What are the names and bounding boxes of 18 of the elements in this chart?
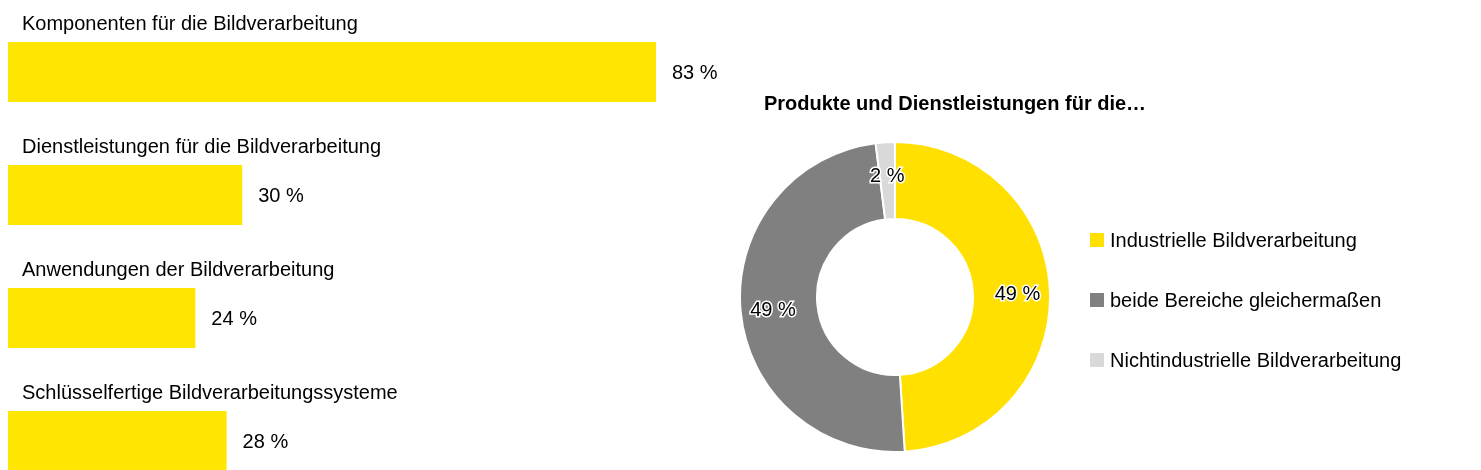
y-tick-label: Komponenten für die Bildverarbeitung [22, 12, 358, 34]
bar [8, 165, 243, 225]
data-label: 24 % [211, 307, 258, 329]
data-label: 83 % [672, 61, 718, 83]
bar [8, 42, 656, 102]
bar [8, 411, 227, 470]
data-label: 49 % [750, 297, 797, 320]
chart-title: Produkte und Dienstleistungen für die… [763, 92, 1147, 114]
y-tick-label: Schlüsselfertige Bildverarbeitungssysteme [22, 381, 398, 403]
legend-label: Industrielle Bildverarbeitung [1110, 229, 1357, 251]
legend-label: Nichtindustrielle Bildverarbeitung [1110, 349, 1402, 371]
data-label: 28 % [242, 430, 289, 452]
data-label: 30 % [258, 184, 305, 206]
legend-label: beide Bereiche gleichermaßen [1110, 289, 1382, 311]
bar [8, 288, 196, 348]
data-label: 49 % [994, 282, 1041, 305]
y-tick-label: Anwendungen der Bildverarbeitung [22, 258, 335, 280]
y-tick-label: Dienstleistungen für die Bildverarbeitung [22, 135, 382, 157]
